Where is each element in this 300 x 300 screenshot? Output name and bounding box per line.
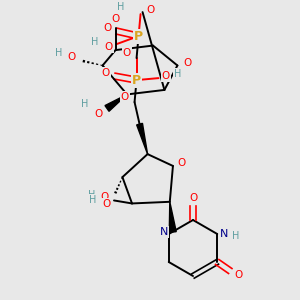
Text: O: O — [183, 58, 191, 68]
Text: O: O — [189, 193, 197, 203]
Text: H: H — [81, 99, 89, 110]
Text: O: O — [178, 158, 186, 168]
Text: O: O — [122, 48, 131, 58]
Text: P: P — [132, 74, 141, 87]
Text: H: H — [117, 2, 124, 12]
Text: O: O — [234, 270, 242, 280]
Text: H: H — [88, 190, 96, 200]
Text: O: O — [100, 192, 108, 203]
Text: O: O — [146, 5, 155, 15]
Text: O: O — [120, 92, 129, 102]
Text: O: O — [111, 14, 120, 24]
Text: O: O — [101, 68, 110, 78]
Text: H: H — [174, 69, 181, 79]
Text: H: H — [91, 37, 98, 47]
Text: O: O — [94, 110, 102, 119]
Polygon shape — [169, 202, 176, 232]
Text: O: O — [102, 199, 111, 209]
Text: O: O — [68, 52, 76, 62]
Text: P: P — [134, 30, 143, 43]
Text: N: N — [220, 229, 228, 239]
Text: H: H — [89, 195, 96, 205]
Text: O: O — [104, 42, 113, 52]
Text: N: N — [160, 227, 168, 237]
Text: H: H — [232, 231, 239, 241]
Polygon shape — [105, 94, 127, 111]
Text: O: O — [103, 23, 112, 33]
Text: O: O — [161, 71, 170, 81]
Text: H: H — [55, 49, 62, 58]
Polygon shape — [137, 123, 148, 154]
